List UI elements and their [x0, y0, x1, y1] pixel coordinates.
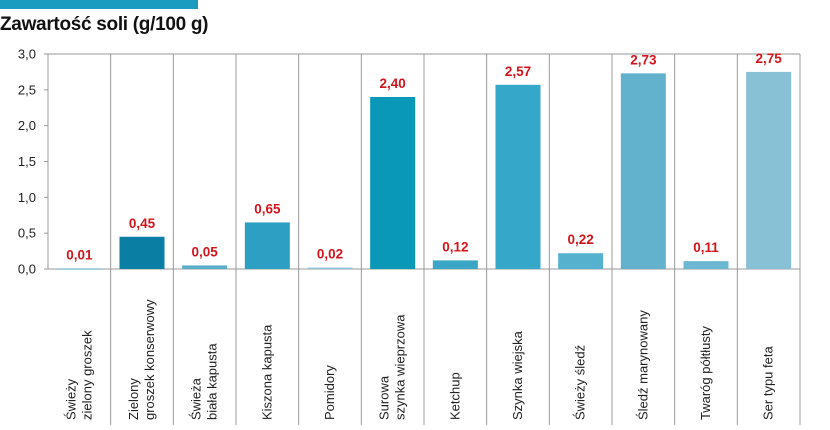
category-label-line: szynka wieprzowa [393, 314, 408, 420]
y-tick-label: 1,0 [18, 190, 36, 205]
data-label: 2,73 [630, 52, 657, 67]
bar [56, 268, 102, 270]
bar [620, 73, 666, 269]
category-label-line: Kiszona kapusta [259, 324, 274, 420]
category-label: Ser typu feta [761, 346, 776, 420]
category-label-line: zielony groszek [79, 330, 94, 420]
y-tick-label: 3,0 [18, 47, 36, 62]
category-label: Twaróg półtłusty [698, 326, 713, 420]
category-label: Świeży śledź [573, 345, 588, 420]
bar [370, 97, 416, 269]
category-label-line: Szynka wiejska [510, 330, 525, 420]
y-tick-label: 1,5 [18, 154, 36, 169]
category-label: Ketchup [447, 372, 462, 420]
category-label: Zielony groszek konserwowy [126, 299, 157, 420]
category-label: Surowa szynka wieprzowa [377, 314, 408, 420]
bar [683, 261, 729, 269]
data-label: 0,01 [66, 247, 93, 262]
title-accent-bar [0, 0, 198, 9]
category-label-line: Pomidory [322, 365, 337, 420]
bar [432, 260, 478, 269]
bar [558, 253, 604, 269]
data-label: 0,05 [192, 244, 219, 259]
bar [746, 71, 792, 270]
y-tick-label: 2,5 [18, 82, 36, 97]
chart-title: Zawartość soli (g/100 g) [0, 14, 209, 35]
category-label-line: groszek konserwowy [142, 299, 157, 420]
category-label-line: Świeża [189, 377, 204, 420]
category-label-line: Zielony [126, 378, 141, 420]
y-tick-label: 0,0 [18, 262, 36, 277]
bar [119, 236, 165, 269]
y-tick-label: 2,0 [18, 118, 36, 133]
category-label-line: Świeży śledź [573, 345, 588, 420]
category-label: Śledź marynowany [635, 310, 650, 420]
data-label: 2,40 [380, 76, 406, 91]
category-label-line: Śledź marynowany [635, 310, 650, 420]
y-tick-label: 0,5 [18, 226, 36, 241]
data-label: 0,12 [442, 239, 468, 254]
data-label: 0,22 [568, 232, 594, 247]
category-label: Świeża biała kapusta [189, 343, 220, 420]
bar [182, 265, 228, 269]
category-label-line: Świeży [63, 378, 78, 420]
category-label-line: Ketchup [447, 372, 462, 420]
category-label-line: Ser typu feta [761, 346, 776, 420]
data-label: 0,02 [317, 247, 343, 262]
category-label: Kiszona kapusta [259, 324, 274, 420]
data-label: 0,11 [693, 240, 719, 255]
category-label: Świeży zielony groszek [63, 330, 94, 420]
bar [495, 84, 541, 269]
data-label: 2,75 [756, 51, 783, 66]
category-label-line: biała kapusta [205, 343, 220, 420]
category-label-line: Surowa [377, 375, 392, 420]
category-label: Szynka wiejska [510, 330, 525, 420]
category-label: Pomidory [322, 365, 337, 420]
category-label-line: Twaróg półtłusty [698, 326, 713, 420]
bar [307, 267, 353, 270]
data-label: 0,45 [129, 216, 156, 231]
data-label: 0,65 [254, 201, 281, 216]
data-label: 2,57 [505, 64, 531, 79]
bar [244, 222, 290, 269]
